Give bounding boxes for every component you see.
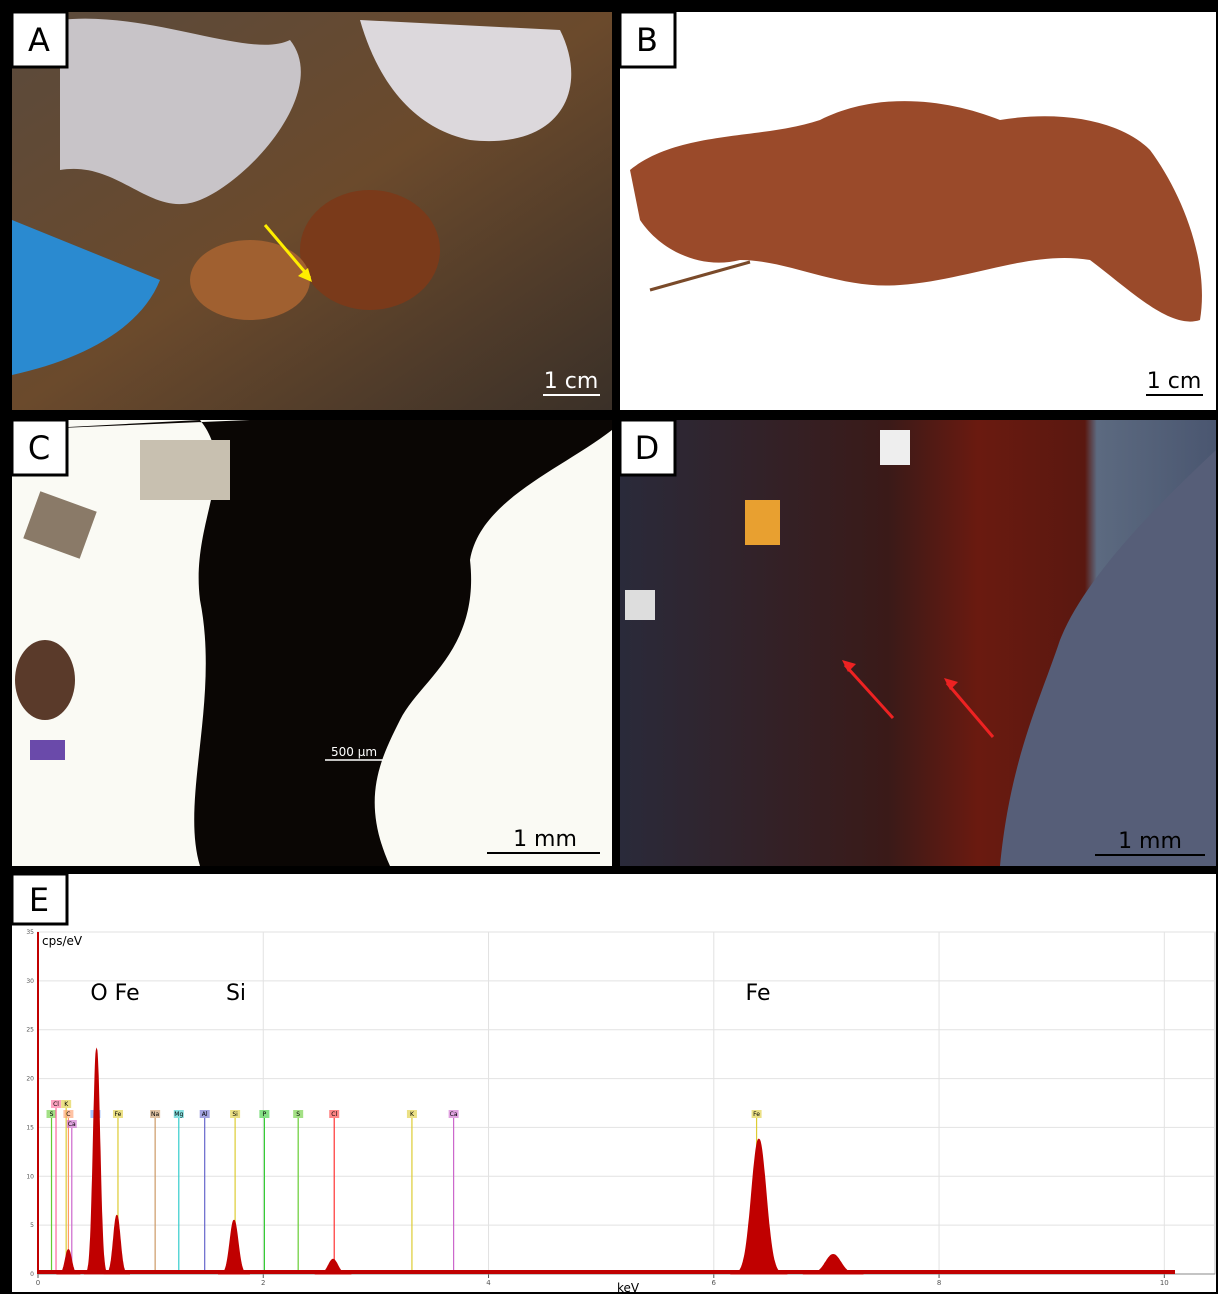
marker-label: Al — [202, 1111, 208, 1118]
y-tick-label: 5 — [30, 1222, 34, 1229]
marker-label: Cl — [53, 1101, 59, 1108]
panel-a — [12, 12, 612, 410]
scale-label: 1 cm — [1147, 369, 1202, 394]
panel-d — [620, 420, 1216, 866]
figure: 051015202530350246810cps/eVkeVSClKCCaOFe… — [0, 0, 1218, 1294]
panel-label: E — [29, 881, 49, 919]
inset-scale-label: 500 µm — [331, 745, 377, 759]
panel-label: D — [635, 429, 660, 467]
peak-annotation: O Fe — [90, 981, 139, 1006]
plot-area — [38, 932, 1215, 1274]
x-tick-label: 2 — [261, 1279, 265, 1287]
panel-label: C — [28, 429, 50, 467]
y-tick-label: 35 — [26, 929, 34, 936]
y-tick-label: 30 — [26, 978, 34, 985]
marker-label: Ca — [68, 1121, 76, 1128]
scale-label: 1 mm — [513, 827, 577, 852]
x-tick-label: 8 — [937, 1279, 941, 1287]
marker-label: P — [263, 1111, 267, 1118]
scale-label: 1 mm — [1118, 829, 1182, 854]
y-tick-label: 0 — [30, 1271, 34, 1278]
marker-label: Cl — [331, 1111, 337, 1118]
marker-label: Si — [232, 1111, 238, 1118]
baseline-fill — [38, 1270, 1175, 1274]
panel-label: A — [28, 21, 50, 59]
marker-label: S — [296, 1111, 300, 1118]
peak-annotation: Fe — [746, 981, 771, 1006]
y-tick-label: 20 — [26, 1076, 34, 1083]
panel-b — [620, 12, 1216, 410]
panel-c — [12, 420, 612, 866]
spectrum: 051015202530350246810cps/eVkeVSClKCCaOFe… — [26, 929, 1215, 1294]
x-tick-label: 0 — [36, 1279, 40, 1287]
x-tick-label: 4 — [486, 1279, 491, 1287]
panel-label: B — [636, 21, 658, 59]
x-axis-label: keV — [617, 1281, 640, 1294]
y-tick-label: 10 — [26, 1173, 34, 1180]
marker-label: S — [50, 1111, 54, 1118]
scale-label: 1 cm — [544, 369, 599, 394]
x-tick-label: 10 — [1160, 1279, 1169, 1287]
y-tick-label: 15 — [26, 1124, 34, 1131]
marker-label: Mg — [174, 1111, 183, 1118]
marker-label: Ca — [450, 1111, 458, 1118]
peak-annotation: Si — [226, 981, 246, 1006]
y-tick-label: 25 — [26, 1027, 34, 1034]
x-tick-label: 6 — [712, 1279, 717, 1287]
marker-label: C — [66, 1111, 70, 1118]
marker-label: Na — [151, 1111, 159, 1118]
marker-label: Fe — [115, 1111, 122, 1118]
y-axis-label: cps/eV — [42, 934, 83, 948]
marker-label: Fe — [753, 1111, 760, 1118]
